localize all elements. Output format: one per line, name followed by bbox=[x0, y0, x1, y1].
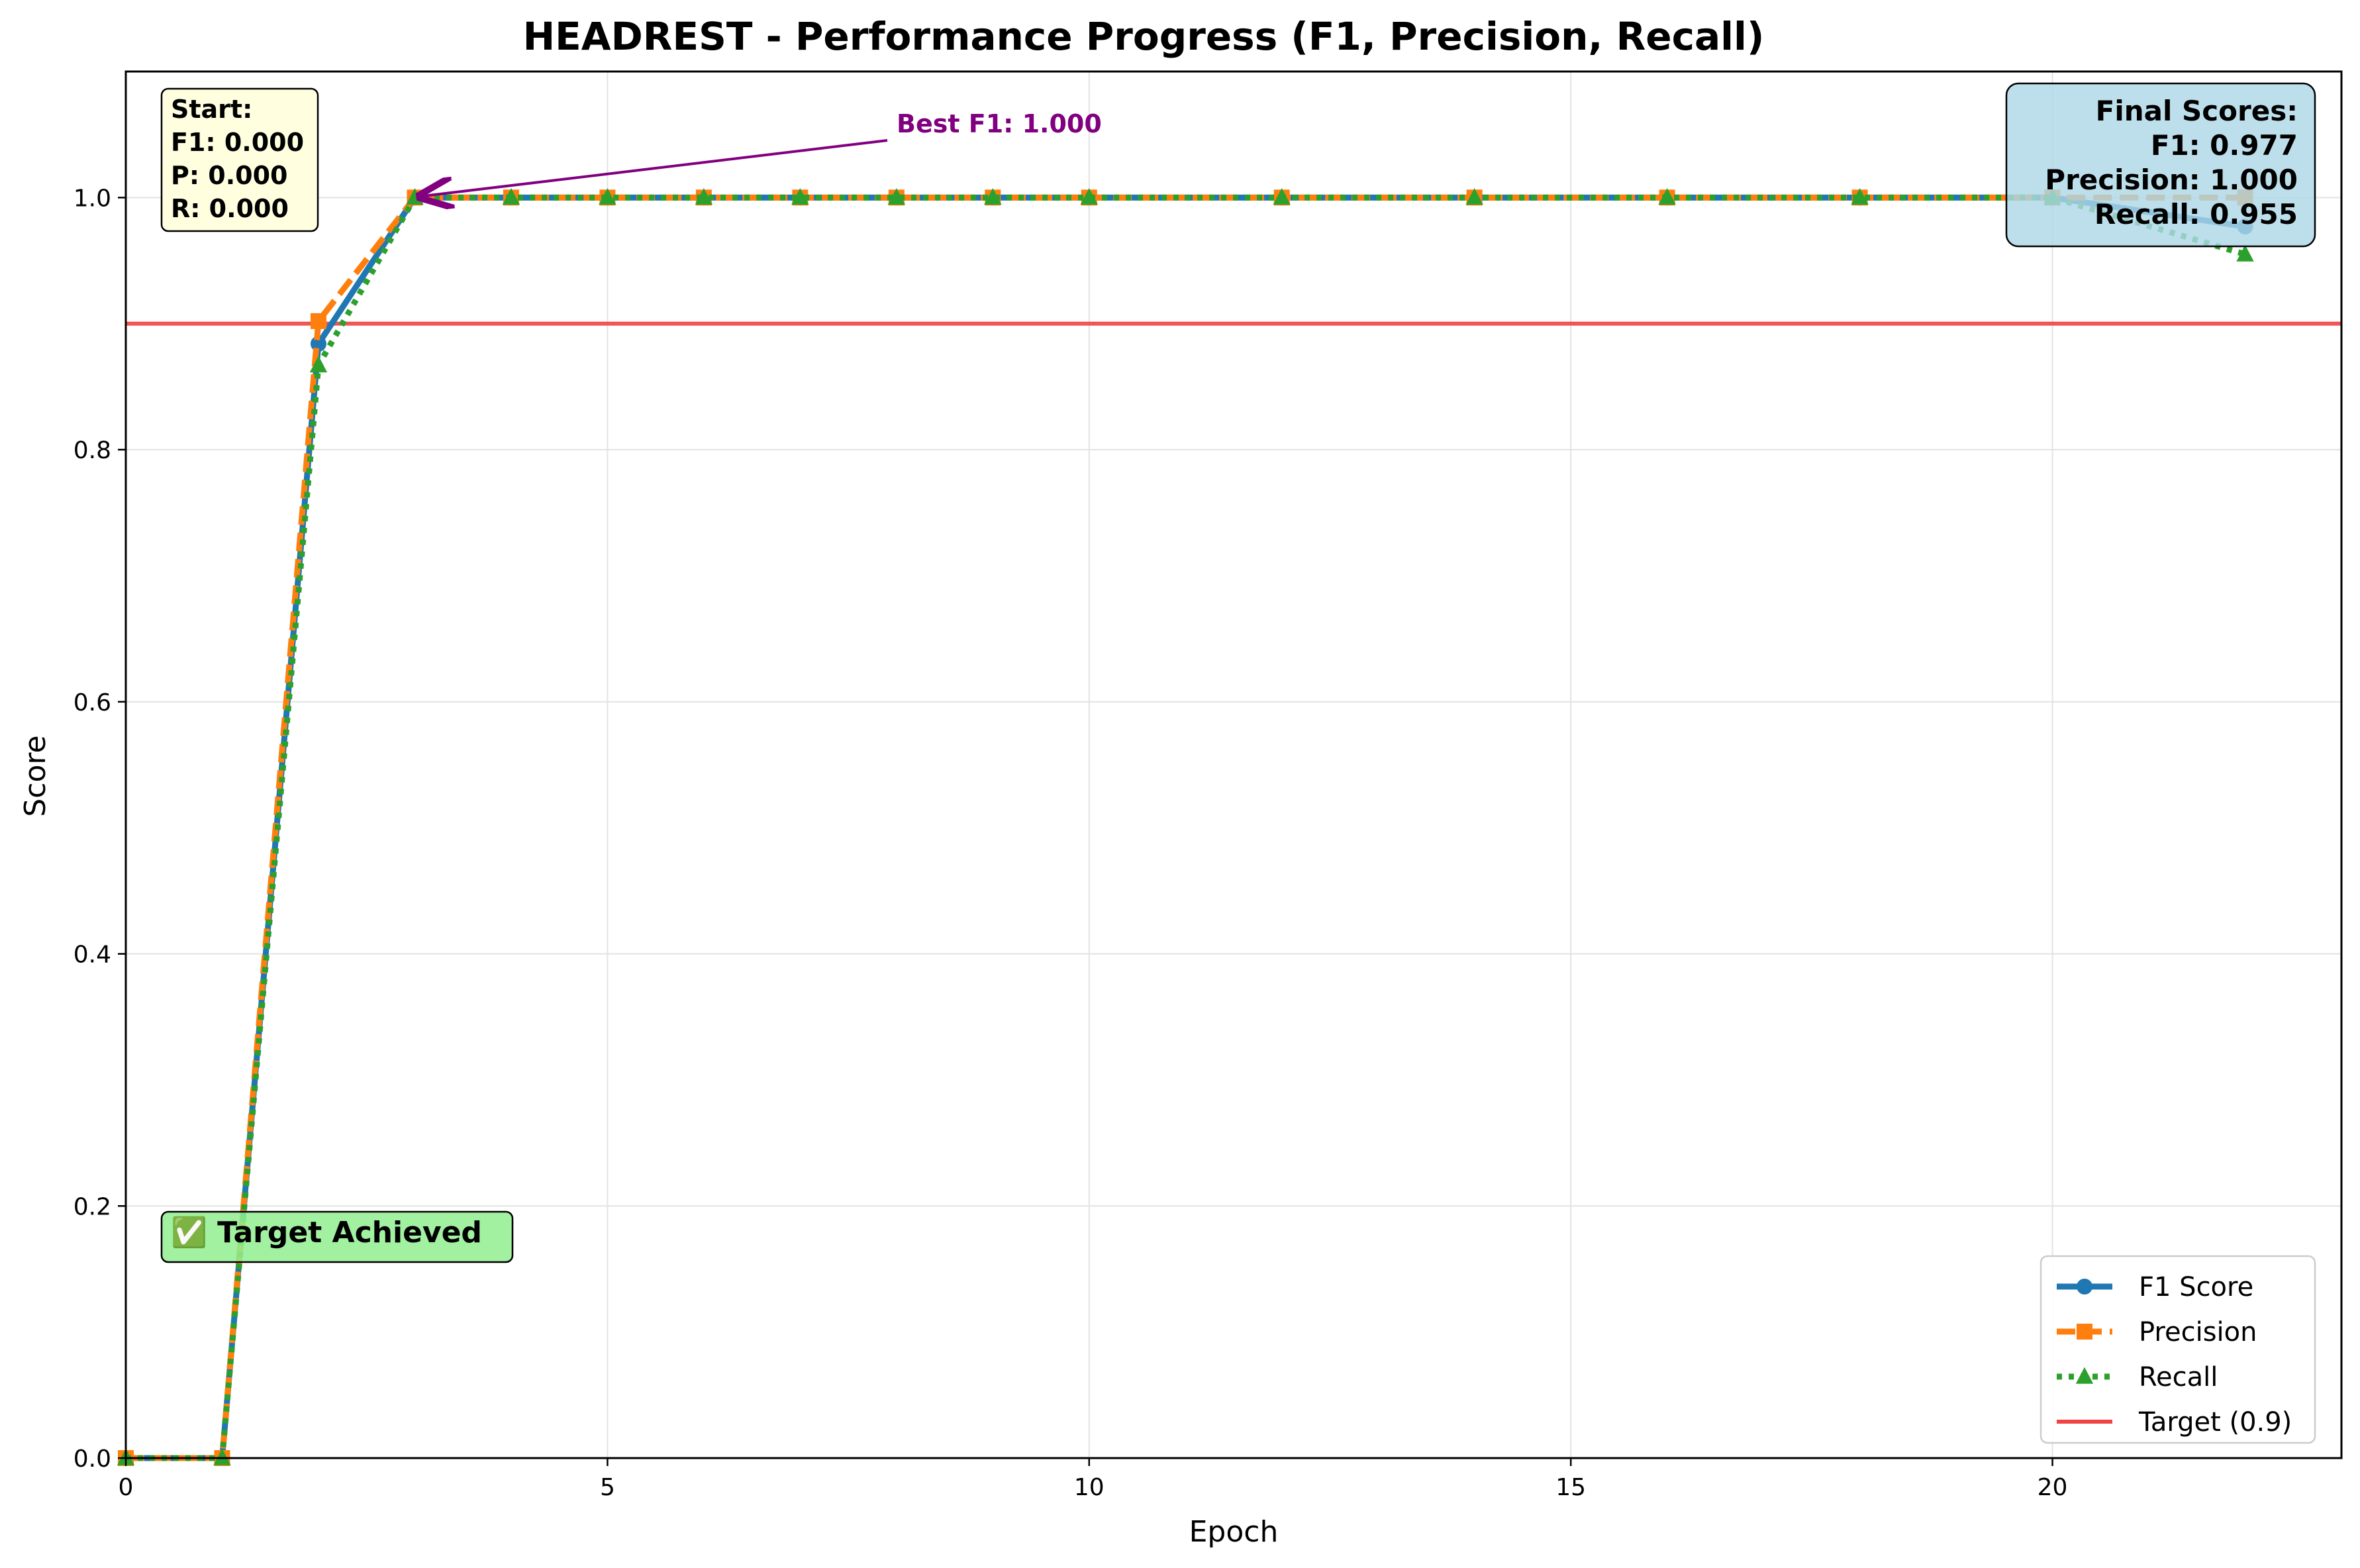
start-box-line-0: Start: bbox=[171, 95, 252, 124]
legend-marker-1 bbox=[2077, 1324, 2092, 1340]
y-tick-label-3: 0.6 bbox=[74, 689, 111, 716]
series-group bbox=[117, 187, 2254, 1466]
series-2-point-6 bbox=[695, 187, 713, 205]
final-box-line-2: Precision: 1.000 bbox=[2045, 164, 2298, 196]
legend-marker-0 bbox=[2077, 1279, 2092, 1295]
legend-entry-0: F1 Score bbox=[2057, 1272, 2253, 1302]
start-box: Start: F1: 0.000 P: 0.000 R: 0.000 bbox=[160, 87, 319, 232]
y-tick-label-5: 1.0 bbox=[74, 185, 111, 212]
start-box-line-1: F1: 0.000 bbox=[171, 128, 304, 157]
legend-label-1: Precision bbox=[2139, 1317, 2257, 1348]
legend-label-0: F1 Score bbox=[2139, 1272, 2253, 1302]
target-badge-bg bbox=[160, 1210, 514, 1263]
series-2-point-2 bbox=[309, 356, 328, 373]
y-tick-label-0: 0.0 bbox=[74, 1446, 111, 1473]
x-tick-label-4: 20 bbox=[2038, 1474, 2068, 1501]
final-box-line-0: Final Scores: bbox=[2096, 95, 2298, 127]
series-line-1 bbox=[126, 194, 2245, 1461]
series-2-point-16 bbox=[2236, 244, 2254, 262]
legend-label-2: Recall bbox=[2139, 1362, 2218, 1393]
legend-label-3: Target (0.9) bbox=[2138, 1407, 2292, 1438]
series-line-0 bbox=[126, 194, 2246, 1461]
series-2-point-9 bbox=[984, 187, 1002, 205]
final-box-line-1: F1: 0.977 bbox=[2151, 129, 2298, 162]
legend: F1 Score Precision Recall Target (0.9) bbox=[2040, 1255, 2316, 1444]
series-2-point-12 bbox=[1465, 187, 1483, 205]
series-2-point-4 bbox=[502, 187, 520, 205]
legend-entry-2: Recall bbox=[2057, 1362, 2218, 1393]
best-f1-label: Best F1: 1.000 bbox=[897, 109, 1102, 138]
legend-entry-3: Target (0.9) bbox=[2057, 1407, 2292, 1438]
series-2-point-1 bbox=[213, 1448, 231, 1465]
y-tick-label-4: 0.8 bbox=[74, 437, 111, 464]
series-2 bbox=[117, 187, 2254, 1465]
y-axis-label: Score bbox=[19, 735, 52, 816]
start-box-bg bbox=[160, 87, 319, 232]
x-tick-label-2: 10 bbox=[1074, 1474, 1105, 1501]
legend-entry-1: Precision bbox=[2057, 1317, 2257, 1348]
final-box-bg bbox=[2005, 82, 2316, 248]
start-box-line-2: P: 0.000 bbox=[171, 161, 287, 190]
x-tick-label-1: 5 bbox=[600, 1474, 615, 1501]
target-badge-text: ✅ Target Achieved bbox=[171, 1216, 482, 1250]
x-tick-label-0: 0 bbox=[119, 1474, 134, 1501]
final-box-line-3: Recall: 0.955 bbox=[2094, 198, 2298, 230]
x-tick-label-3: 15 bbox=[1555, 1474, 1586, 1501]
legend-marker-2 bbox=[2075, 1367, 2094, 1384]
y-tick-label-1: 0.2 bbox=[74, 1193, 111, 1220]
axis-ticks: 0 5 10 15 20 0.0 0.2 0.4 0.6 0.8 1.0 bbox=[74, 185, 2068, 1501]
plot-frame bbox=[124, 70, 2343, 1459]
target-achieved-badge: ✅ Target Achieved bbox=[160, 1210, 514, 1263]
annotations: Best F1: 1.000 Start: F1: 0.000 P: 0.000 R: … bbox=[160, 82, 2316, 1263]
series-2-point-7 bbox=[791, 187, 809, 205]
series-2-point-11 bbox=[1273, 187, 1291, 205]
series-2-point-10 bbox=[1080, 187, 1098, 205]
series-2-point-14 bbox=[1851, 187, 1869, 205]
series-2-point-5 bbox=[599, 187, 616, 205]
best-f1-arrow bbox=[421, 139, 888, 196]
start-box-line-3: R: 0.000 bbox=[171, 194, 289, 223]
series-1 bbox=[118, 189, 2253, 1466]
series-2-point-8 bbox=[887, 187, 906, 205]
legend-box bbox=[2040, 1255, 2316, 1444]
series-2-point-13 bbox=[1658, 187, 1676, 205]
series-line-2 bbox=[126, 194, 2246, 1461]
series-0 bbox=[118, 189, 2253, 1466]
chart-title: HEADREST - Performance Progress (F1, Pre… bbox=[523, 14, 1765, 59]
x-axis-label: Epoch bbox=[1189, 1515, 1279, 1549]
series-1-point-2 bbox=[310, 313, 326, 329]
y-tick-label-2: 0.4 bbox=[74, 942, 111, 969]
